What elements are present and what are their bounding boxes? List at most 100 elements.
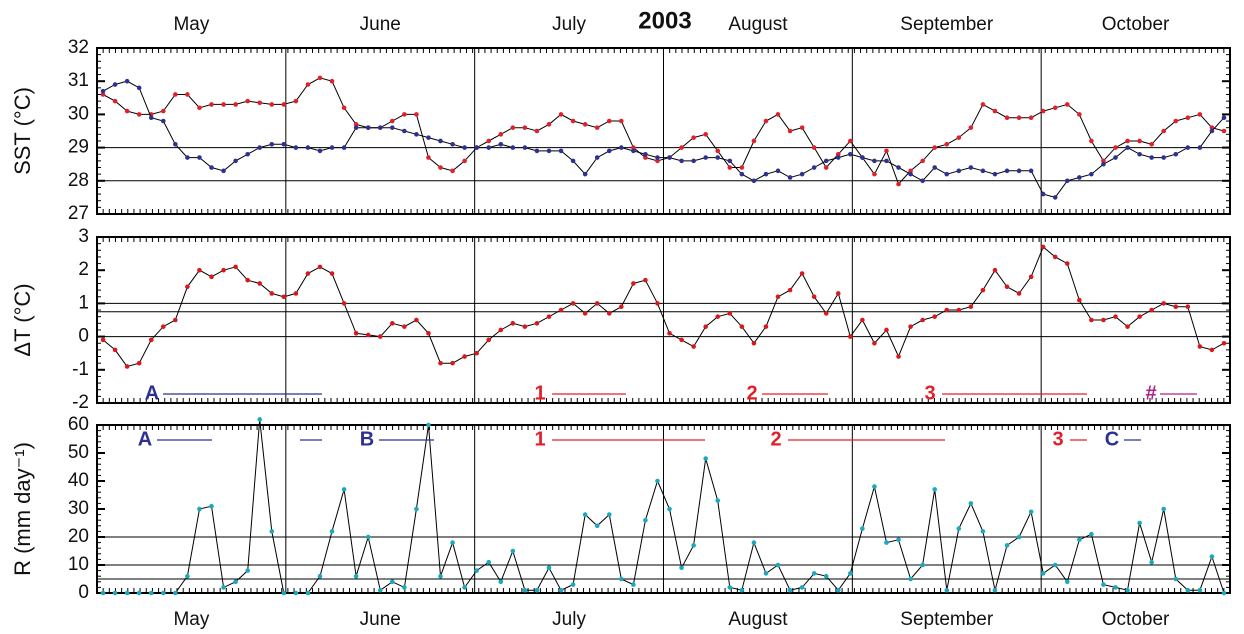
data-point <box>124 590 130 596</box>
data-point <box>100 590 106 596</box>
period-label: A <box>145 382 159 404</box>
data-point <box>655 155 660 160</box>
data-point <box>426 330 431 336</box>
data-point <box>667 506 672 512</box>
data-point <box>293 590 299 596</box>
y-tick-label: 30 <box>68 103 89 124</box>
data-point <box>727 165 733 170</box>
data-point <box>245 277 250 283</box>
data-point <box>860 317 865 323</box>
data-point <box>1113 155 1118 160</box>
data-point <box>1125 324 1130 329</box>
data-point <box>848 138 853 144</box>
y-tick-label: 28 <box>68 170 89 191</box>
data-point <box>956 307 962 313</box>
data-point <box>594 523 600 529</box>
series-line <box>102 80 1225 198</box>
month-label: June <box>360 14 401 35</box>
data-point <box>799 585 805 590</box>
data-point <box>185 284 190 290</box>
data-point <box>546 122 552 127</box>
data-point <box>112 98 118 104</box>
data-point <box>643 155 648 160</box>
data-point <box>510 548 516 554</box>
data-point <box>1149 307 1154 313</box>
data-point <box>775 294 781 300</box>
data-point <box>582 171 588 177</box>
period-label: B <box>360 428 374 450</box>
data-point <box>438 573 443 579</box>
data-point <box>1028 168 1034 174</box>
data-point <box>510 321 516 326</box>
data-point <box>426 422 431 428</box>
data-point <box>402 585 407 590</box>
data-point <box>173 141 178 147</box>
data-point <box>570 118 576 124</box>
data-point <box>655 158 660 164</box>
data-point <box>799 171 805 177</box>
data-point <box>414 317 419 323</box>
data-point <box>438 360 443 366</box>
data-point <box>823 573 829 579</box>
data-point <box>908 324 913 329</box>
chart-title: 2003 <box>638 7 691 34</box>
period-label: 2 <box>746 382 757 404</box>
data-point <box>884 327 889 333</box>
data-point <box>956 526 962 531</box>
data-point <box>1197 587 1203 593</box>
data-point <box>606 512 612 517</box>
data-point <box>534 321 540 326</box>
data-point <box>160 324 166 329</box>
data-point <box>414 506 419 512</box>
data-point <box>1137 138 1142 144</box>
data-point <box>703 456 708 461</box>
data-point <box>835 291 841 296</box>
y-tick-label: 1 <box>78 292 89 313</box>
data-point <box>136 112 142 117</box>
data-point <box>341 487 347 492</box>
data-point <box>1149 141 1154 147</box>
y-tick-label: 20 <box>68 526 89 547</box>
data-point <box>799 125 805 130</box>
y-tick-label: 29 <box>68 137 89 158</box>
data-point <box>570 158 576 164</box>
data-point <box>221 585 226 590</box>
data-point <box>703 155 708 160</box>
data-point <box>691 135 696 140</box>
data-point <box>1173 304 1179 310</box>
data-point <box>1004 115 1010 121</box>
month-label: June <box>360 609 401 630</box>
data-point <box>534 587 540 593</box>
data-point <box>257 281 263 286</box>
data-point <box>884 158 889 164</box>
data-point <box>1197 145 1203 150</box>
data-point <box>414 112 419 117</box>
period-label: 3 <box>924 382 935 404</box>
data-point <box>221 102 226 107</box>
data-point <box>980 287 986 293</box>
data-point <box>1161 155 1167 160</box>
data-point <box>944 141 950 147</box>
data-point <box>787 175 793 180</box>
data-point <box>148 115 154 121</box>
data-point <box>1125 587 1130 593</box>
data-point <box>751 178 757 184</box>
data-point <box>317 148 323 154</box>
y-tick-label: -2 <box>72 392 89 413</box>
month-label: October <box>1102 14 1170 35</box>
data-point <box>763 571 769 576</box>
data-point <box>173 317 178 323</box>
data-point <box>799 271 805 276</box>
data-point <box>353 330 359 336</box>
data-point <box>1077 112 1082 117</box>
data-point <box>510 125 516 130</box>
data-point <box>522 145 528 150</box>
data-point <box>1004 543 1010 548</box>
data-point <box>1125 145 1130 150</box>
data-point <box>823 158 829 164</box>
data-point <box>233 579 238 585</box>
data-point <box>293 291 299 296</box>
data-point <box>908 171 913 177</box>
month-label: July <box>552 14 586 35</box>
